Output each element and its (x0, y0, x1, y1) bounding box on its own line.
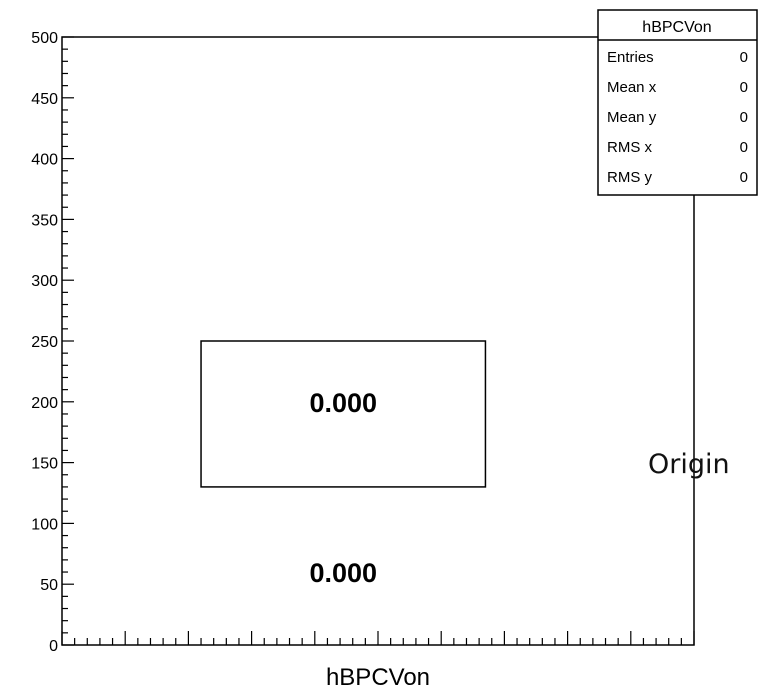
stats-meanx-value: 0 (740, 79, 748, 96)
bin-value-label: 0.000 (309, 558, 377, 588)
y-tick-label: 150 (31, 456, 58, 473)
bin-box (200, 340, 487, 488)
y-tick-label: 200 (31, 395, 58, 412)
side-text: Origin (648, 449, 730, 480)
bin-labels: 0.000 0.000 (309, 388, 377, 588)
stats-meanx-label: Mean x (607, 79, 657, 96)
stats-rmsy-value: 0 (740, 169, 748, 186)
stats-meany-value: 0 (740, 109, 748, 126)
y-tick-label: 250 (31, 334, 58, 351)
y-tick-label: 500 (31, 30, 58, 47)
stats-rmsx-value: 0 (740, 139, 748, 156)
stats-rmsy-label: RMS y (607, 169, 653, 186)
stats-box-frame (597, 9, 758, 196)
stats-entries-label: Entries (607, 49, 654, 66)
bin-boxes (200, 340, 487, 488)
y-tick-label: 400 (31, 152, 58, 169)
stats-box: hBPCVon Entries 0 Mean x 0 Mean y 0 RMS … (597, 9, 758, 196)
y-axis: 0 50 100 150 200 250 300 350 400 450 500 (31, 30, 74, 655)
y-tick-label: 300 (31, 273, 58, 290)
stats-entries-value: 0 (740, 49, 748, 66)
y-tick-label: 0 (49, 638, 58, 655)
y-tick-label: 450 (31, 91, 58, 108)
bin-value-label: 0.000 (309, 388, 377, 418)
stats-title: hBPCVon (642, 19, 711, 36)
y-tick-label: 100 (31, 516, 58, 533)
x-axis-title: hBPCVon (326, 664, 430, 691)
x-axis (61, 631, 695, 645)
y-tick-label: 350 (31, 212, 58, 229)
stats-rmsx-label: RMS x (607, 139, 653, 156)
stats-meany-label: Mean y (607, 109, 657, 126)
y-tick-label: 50 (40, 577, 58, 594)
